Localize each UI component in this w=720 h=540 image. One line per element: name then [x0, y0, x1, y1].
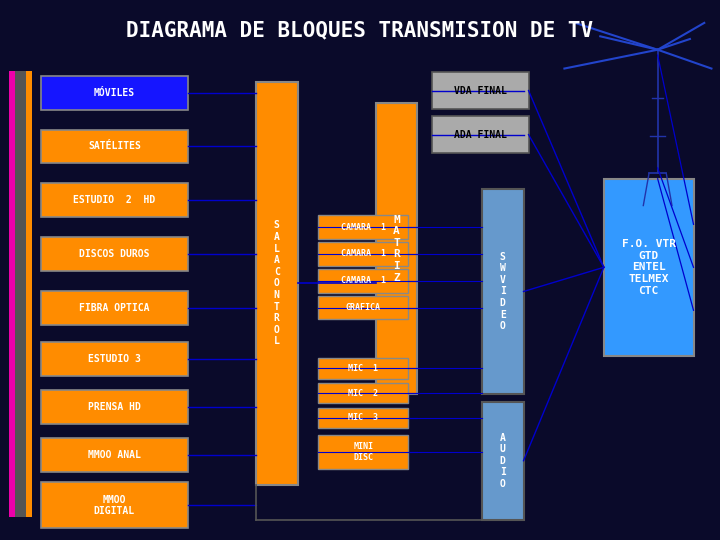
FancyBboxPatch shape [318, 383, 408, 403]
FancyBboxPatch shape [376, 104, 418, 394]
Text: M
A
T
R
I
Z: M A T R I Z [393, 214, 400, 282]
FancyBboxPatch shape [15, 71, 21, 517]
Text: VDA FINAL: VDA FINAL [454, 85, 507, 96]
FancyBboxPatch shape [41, 342, 188, 375]
FancyBboxPatch shape [41, 482, 188, 528]
Text: MMOO
DIGITAL: MMOO DIGITAL [94, 495, 135, 516]
Text: MIC  1: MIC 1 [348, 364, 378, 373]
Text: MINI
DISC: MINI DISC [354, 442, 373, 462]
Text: GRAFICA: GRAFICA [346, 303, 381, 312]
Text: DISCOS DUROS: DISCOS DUROS [79, 249, 150, 259]
Text: MMOO ANAL: MMOO ANAL [88, 450, 141, 460]
Text: S
A
L
A
C
O
N
T
R
O
L: S A L A C O N T R O L [274, 220, 280, 347]
FancyBboxPatch shape [318, 269, 408, 293]
FancyBboxPatch shape [318, 296, 408, 320]
Text: ESTUDIO 3: ESTUDIO 3 [88, 354, 141, 363]
FancyBboxPatch shape [41, 390, 188, 424]
Text: F.O. VTR
GTD
ENTEL
TELMEX
CTC: F.O. VTR GTD ENTEL TELMEX CTC [621, 239, 675, 295]
Text: MIC  2: MIC 2 [348, 388, 378, 397]
Text: MIC  3: MIC 3 [348, 413, 378, 422]
Text: CAMARA  1: CAMARA 1 [341, 249, 386, 258]
FancyBboxPatch shape [318, 242, 408, 266]
Text: FIBRA OPTICA: FIBRA OPTICA [79, 302, 150, 313]
Text: DIAGRAMA DE BLOQUES TRANSMISION DE TV: DIAGRAMA DE BLOQUES TRANSMISION DE TV [127, 20, 593, 40]
FancyBboxPatch shape [482, 190, 523, 394]
Text: MÓVILES: MÓVILES [94, 87, 135, 98]
FancyBboxPatch shape [41, 438, 188, 472]
FancyBboxPatch shape [318, 408, 408, 428]
Text: A
U
D
I
O: A U D I O [500, 433, 505, 489]
FancyBboxPatch shape [318, 358, 408, 379]
Text: CAMARA  1: CAMARA 1 [341, 222, 386, 232]
FancyBboxPatch shape [27, 71, 32, 517]
Text: ADA FINAL: ADA FINAL [454, 130, 507, 140]
FancyBboxPatch shape [318, 215, 408, 239]
FancyBboxPatch shape [9, 71, 15, 517]
FancyBboxPatch shape [604, 179, 693, 356]
Text: ESTUDIO  2  HD: ESTUDIO 2 HD [73, 195, 156, 205]
FancyBboxPatch shape [432, 72, 528, 109]
Text: S
W
V
I
D
E
O: S W V I D E O [500, 252, 505, 331]
FancyBboxPatch shape [41, 237, 188, 271]
FancyBboxPatch shape [41, 291, 188, 325]
Text: SATÉLITES: SATÉLITES [88, 141, 141, 151]
FancyBboxPatch shape [482, 402, 523, 520]
FancyBboxPatch shape [432, 116, 528, 153]
FancyBboxPatch shape [21, 71, 27, 517]
FancyBboxPatch shape [41, 76, 188, 110]
FancyBboxPatch shape [256, 82, 297, 485]
FancyBboxPatch shape [41, 130, 188, 164]
Text: CAMARA  1: CAMARA 1 [341, 276, 386, 285]
Text: PRENSA HD: PRENSA HD [88, 402, 141, 412]
FancyBboxPatch shape [41, 183, 188, 217]
FancyBboxPatch shape [318, 435, 408, 469]
